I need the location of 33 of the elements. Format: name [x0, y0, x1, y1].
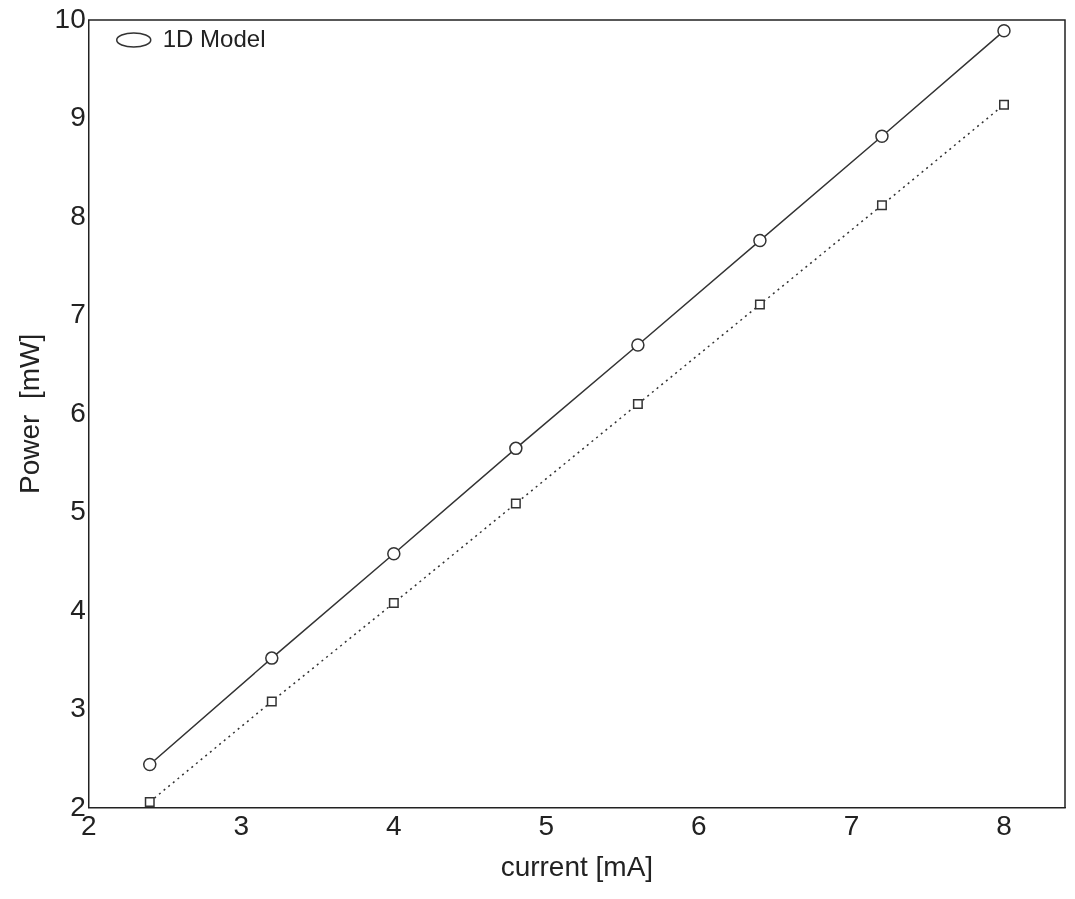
y-axis-title: Power [mW] [13, 333, 45, 495]
point [388, 597, 399, 608]
x-tick-label: 8 [996, 810, 1012, 842]
point [753, 233, 767, 248]
y-tick-label: 7 [70, 298, 86, 330]
point [754, 299, 765, 310]
point [631, 338, 645, 352]
x-tick-label: 3 [233, 810, 250, 842]
point [876, 200, 887, 211]
y-tick-label: 10 [54, 2, 86, 34]
y-tick-label: 3 [70, 692, 86, 724]
point [632, 399, 643, 410]
point [510, 498, 521, 509]
point [997, 24, 1011, 38]
point [144, 796, 155, 807]
y-tick-label: 6 [70, 396, 86, 428]
y-tick-label: 9 [70, 101, 86, 133]
point [387, 546, 401, 561]
y-tick-label: 8 [70, 199, 86, 231]
point [509, 441, 523, 456]
point [265, 651, 279, 665]
point [266, 696, 277, 707]
point [998, 99, 1009, 110]
point [143, 757, 157, 772]
x-axis-title: current [mA] [500, 850, 654, 882]
x-tick-label: 7 [843, 810, 860, 842]
x-tick-label: 5 [538, 810, 555, 842]
x-tick-label: 4 [386, 810, 402, 842]
x-tick-label: 6 [691, 810, 707, 842]
y-tick-label: 5 [70, 495, 86, 527]
legend-label: 1D Model [162, 24, 266, 52]
point [875, 129, 889, 143]
y-tick-label: 4 [70, 593, 86, 625]
